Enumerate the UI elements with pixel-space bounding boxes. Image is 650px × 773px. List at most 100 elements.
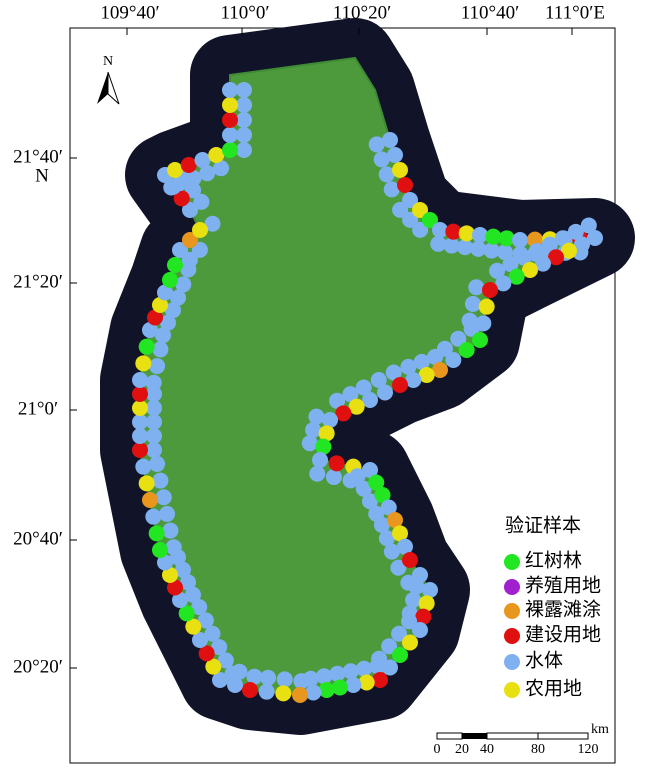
sample-point: [464, 295, 481, 312]
sample-point: [167, 162, 183, 178]
legend-marker: [504, 554, 520, 570]
sample-point: [380, 499, 397, 516]
legend-title: 验证样本: [505, 514, 581, 536]
sample-point: [397, 538, 413, 555]
sample-point: [408, 578, 425, 595]
sample-point: [422, 582, 438, 598]
sample-point: [372, 672, 388, 688]
sample-point: [430, 235, 447, 252]
sample-point: [392, 377, 408, 393]
sample-point: [355, 379, 372, 396]
sample-point: [349, 468, 366, 485]
sample-point: [152, 297, 168, 313]
sample-point: [172, 592, 188, 608]
sample-point: [146, 428, 162, 444]
sample-point: [169, 289, 186, 306]
sample-point: [348, 398, 365, 415]
sample-point: [204, 625, 221, 642]
scale-bar: [436, 732, 589, 740]
sample-point: [242, 682, 258, 698]
sample-point: [224, 665, 241, 682]
sample-point: [181, 251, 198, 268]
sample-point: [495, 275, 512, 292]
sample-point: [211, 639, 228, 656]
sample-point: [383, 543, 400, 560]
sample-point: [418, 595, 435, 612]
sample-point: [397, 177, 413, 193]
sample-point: [146, 400, 162, 416]
sample-point: [502, 256, 519, 273]
sample-point: [522, 262, 538, 278]
sample-point: [135, 355, 152, 372]
sample-point: [191, 599, 208, 616]
sample-point: [345, 677, 362, 693]
sample-point: [185, 170, 202, 187]
sample-point: [308, 408, 325, 425]
sample-point: [528, 243, 545, 260]
sample-point: [405, 591, 422, 608]
sample-point: [401, 613, 418, 630]
sample-point: [132, 386, 148, 402]
sample-point: [132, 442, 148, 458]
sample-point: [222, 82, 238, 98]
lon-label: 110°20′: [333, 2, 392, 23]
sample-point: [377, 384, 393, 401]
sample-point: [236, 127, 252, 143]
sample-point: [463, 320, 480, 337]
sample-point: [185, 182, 202, 199]
sample-point: [485, 228, 502, 245]
sample-point: [387, 147, 403, 163]
sample-point: [335, 405, 352, 422]
sample-point: [152, 542, 168, 558]
sample-point: [293, 673, 310, 690]
sample-point: [468, 279, 485, 296]
sample-point: [412, 202, 428, 218]
sample-point: [318, 425, 335, 442]
legend-label: 裸露滩涂: [525, 598, 601, 620]
sample-point: [412, 221, 429, 238]
sample-point: [587, 230, 603, 246]
lat-label: 21°20′: [13, 271, 63, 292]
sample-point: [292, 687, 308, 703]
sample-point: [132, 372, 148, 388]
sample-point: [374, 487, 391, 503]
scale-label: 120: [578, 742, 599, 757]
sample-point: [355, 480, 372, 497]
sample-point: [561, 242, 577, 259]
sample-point: [173, 190, 190, 207]
sample-point: [450, 330, 467, 347]
sample-point: [222, 142, 238, 158]
sample-point: [162, 272, 178, 288]
scale-unit: km: [591, 722, 609, 737]
sample-point: [184, 586, 201, 603]
sample-point: [378, 166, 395, 183]
sample-point: [236, 97, 252, 113]
sample-point: [358, 674, 375, 691]
sample-point: [204, 215, 221, 232]
legend-label: 水体: [525, 649, 563, 671]
sample-point: [541, 236, 558, 253]
sample-point: [155, 489, 172, 506]
sample-point: [392, 647, 408, 663]
sample-point: [458, 342, 475, 358]
sample-point: [548, 249, 564, 266]
sample-point: [197, 612, 214, 629]
sample-point: [402, 634, 418, 651]
sample-point: [208, 147, 225, 163]
sample-point: [478, 298, 495, 315]
sample-point: [180, 157, 197, 173]
sample-point: [199, 165, 216, 182]
sample-point: [515, 249, 532, 266]
sample-point: [382, 132, 398, 148]
sample-point: [443, 237, 460, 254]
sample-points: [132, 82, 603, 703]
sample-point: [174, 561, 191, 578]
sample-point: [154, 327, 171, 344]
sample-point: [149, 358, 166, 375]
sample-point: [192, 632, 208, 648]
lat-label: 21°40′: [13, 146, 63, 167]
sample-point: [362, 462, 378, 478]
sample-point: [146, 414, 162, 430]
